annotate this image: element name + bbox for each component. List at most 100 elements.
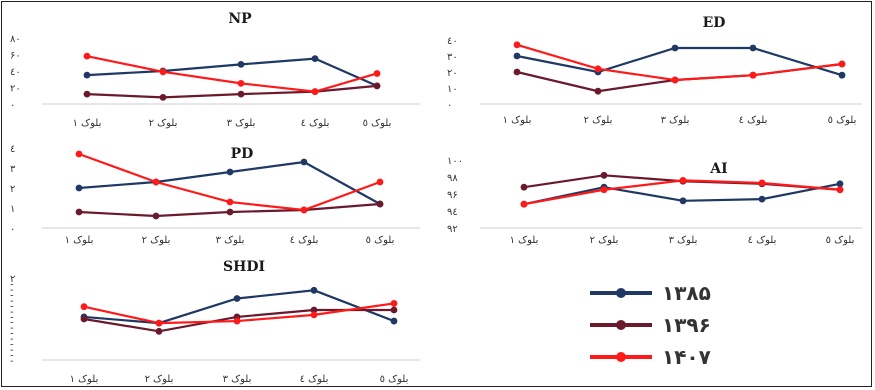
data-point (300, 206, 308, 214)
data-point (155, 319, 163, 327)
data-point (233, 317, 241, 325)
data-point (80, 303, 88, 311)
data-point (233, 295, 241, 302)
data-point (838, 71, 846, 79)
data-point (83, 52, 91, 60)
x-category-label: بلوک ۳ (216, 235, 245, 246)
y-tick-label: ۱۰۰ (447, 156, 463, 167)
x-category-label: بلوک ۲ (590, 235, 619, 246)
data-point (513, 41, 521, 49)
x-category-label: بلوک ۱ (503, 115, 532, 126)
x-category-label: بلوک ٤ (290, 235, 319, 246)
data-point (83, 71, 91, 79)
series-line-1 (86, 84, 378, 99)
data-point (310, 306, 318, 314)
x-category-label: بلوک ۳ (227, 118, 256, 129)
data-point (237, 90, 245, 98)
data-point (600, 171, 608, 179)
y-tick-label: ٤۰ (10, 67, 21, 78)
data-point (311, 55, 319, 63)
x-category-label: بلوک ۲ (145, 374, 174, 385)
chart-title: AI (709, 161, 727, 177)
data-point (80, 315, 88, 323)
x-category-label: بلوک ٤ (300, 374, 329, 385)
data-point (159, 94, 167, 101)
data-point (75, 208, 83, 216)
y-tick-label: - (10, 323, 14, 334)
data-point (226, 168, 234, 176)
y-tick-label: - (10, 356, 14, 367)
x-category-label: بلوک ٥ (826, 235, 855, 246)
data-point (226, 198, 234, 206)
x-category-label: بلوک ۳ (669, 235, 698, 246)
y-tick-label: ۰ (447, 100, 452, 111)
y-tick-label: - (10, 340, 14, 351)
y-tick-label: ٤۰ (447, 36, 458, 47)
y-tick-label: ۹۸ (447, 173, 458, 184)
y-tick-label: - (10, 334, 14, 345)
data-point (310, 311, 318, 319)
x-category-label: بلوک ٥ (828, 115, 857, 126)
data-point (311, 88, 319, 96)
data-point (749, 71, 757, 79)
legend-marker (616, 352, 626, 362)
chart-title: NP (228, 11, 252, 27)
y-tick-label: ۳ (10, 164, 16, 175)
x-category-label: بلوک ۱ (73, 118, 102, 129)
x-category-label: بلوک ٥ (366, 235, 395, 246)
data-point (373, 70, 381, 77)
data-point (75, 184, 83, 192)
y-tick-label: ۹٤ (447, 207, 458, 218)
x-category-label: بلوک ٤ (739, 115, 768, 126)
data-point (310, 286, 318, 294)
y-tick-label: ۲ (10, 274, 15, 285)
data-point (758, 179, 766, 187)
x-category-label: بلوک ۳ (661, 115, 690, 126)
data-point (83, 90, 91, 98)
series-line-2 (86, 55, 378, 93)
data-point (749, 44, 757, 52)
data-point (237, 79, 245, 87)
data-point (838, 60, 846, 68)
x-category-label: بلوک ۱ (65, 235, 94, 246)
series-line-1 (516, 62, 843, 93)
y-tick-label: ۱۰ (447, 84, 458, 95)
data-point (152, 178, 160, 186)
y-tick-label: - (10, 301, 14, 312)
chart-title: PD (231, 146, 254, 162)
data-point (390, 300, 398, 307)
data-point (758, 195, 766, 203)
y-tick-label: - (10, 307, 14, 318)
data-point (159, 68, 167, 76)
x-category-label: بلوک ۲ (149, 118, 178, 129)
y-tick-label: - (10, 312, 14, 323)
y-tick-label: - (10, 296, 14, 307)
data-point (152, 212, 160, 220)
legend-label: ۱۳۸۵ (662, 281, 711, 305)
chart-title: ED (703, 15, 726, 31)
x-category-label: بلوک ٤ (301, 118, 330, 129)
x-category-label: بلوک ۳ (223, 374, 252, 385)
chart-title: SHDI (223, 259, 265, 275)
data-point (671, 76, 679, 84)
data-point (155, 327, 163, 335)
y-tick-label: - (10, 329, 14, 340)
y-tick-label: ۱ (10, 204, 15, 215)
data-point (600, 186, 608, 194)
y-tick-label: - (10, 290, 14, 301)
legend-marker (616, 320, 626, 330)
data-point (520, 183, 528, 191)
data-point (594, 87, 602, 95)
legend-label: ۱۴۰۷ (662, 345, 711, 369)
data-point (75, 150, 83, 158)
y-tick-label: ۰ (10, 224, 15, 235)
data-point (390, 306, 398, 314)
data-point (513, 52, 521, 60)
data-point (679, 197, 687, 205)
y-tick-label: ۲ (10, 184, 15, 195)
data-point (390, 317, 398, 325)
x-category-label: بلوک ۱ (70, 374, 99, 385)
legend-label: ۱۳۹۶ (662, 313, 711, 337)
data-point (520, 200, 528, 208)
x-category-label: بلوک ٥ (363, 118, 392, 129)
